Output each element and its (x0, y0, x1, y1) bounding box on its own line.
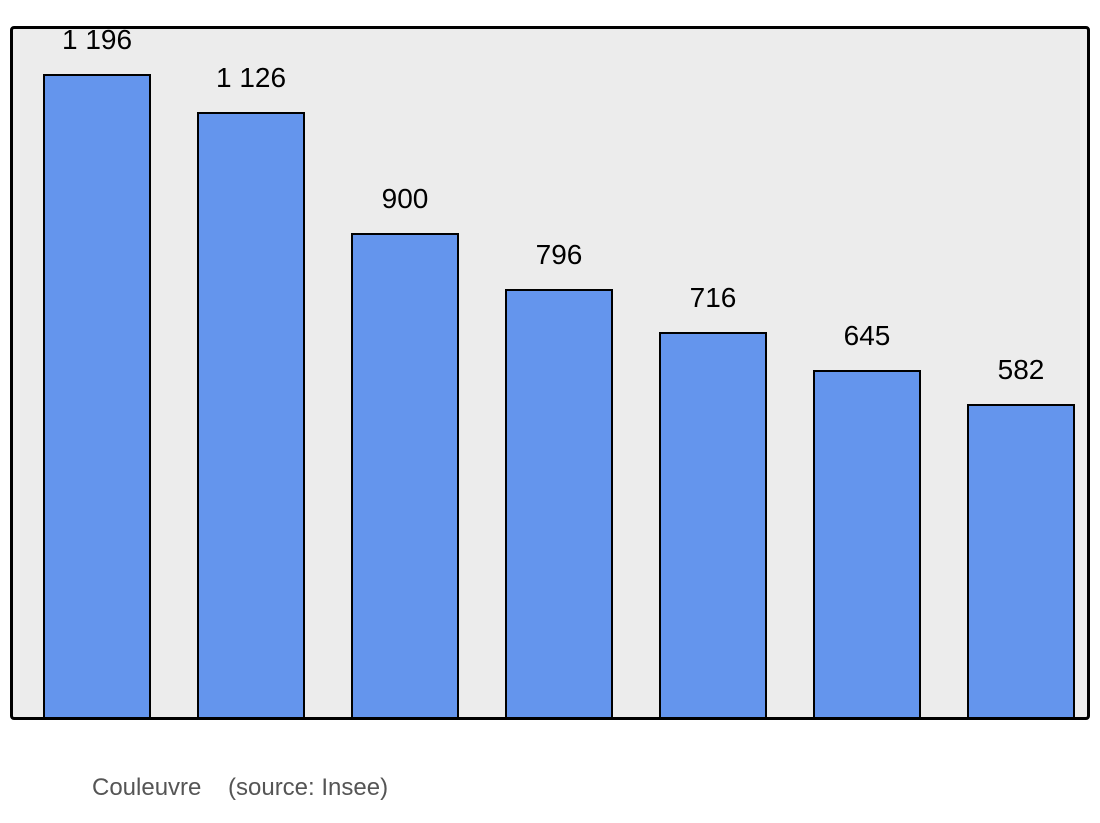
caption-location: Couleuvre (92, 774, 201, 802)
bar-value-label: 900 (382, 183, 429, 215)
bar-value-label: 645 (844, 320, 891, 352)
bar-value-label: 582 (998, 354, 1045, 386)
bar (967, 404, 1075, 717)
bar (351, 233, 459, 717)
bar-value-label: 796 (536, 239, 583, 271)
bar-value-label: 1 126 (216, 62, 286, 94)
bar-value-label: 716 (690, 282, 737, 314)
bar-value-label: 1 196 (62, 24, 132, 56)
plot-area: 1 196 1 126 900 796 716 645 582 (10, 26, 1090, 720)
caption-source: (source: Insee) (228, 774, 388, 802)
bar (197, 112, 305, 717)
bar (43, 74, 151, 717)
bar (505, 289, 613, 717)
bar (659, 332, 767, 717)
bar (813, 370, 921, 717)
chart-container: 1 196 1 126 900 796 716 645 582 Couleuvre (sou… (0, 0, 1100, 823)
